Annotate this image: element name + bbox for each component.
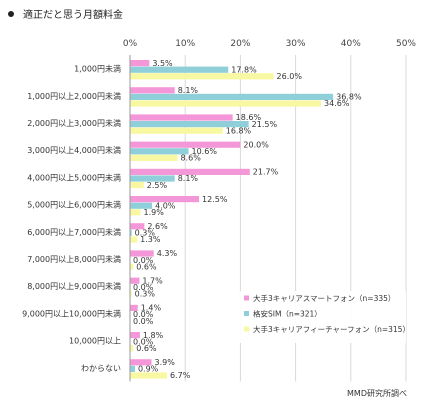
bullet-icon [8, 10, 14, 17]
category-label: 7,000円以上8,000円未満 [27, 254, 121, 264]
bar [130, 66, 229, 73]
data-label: 0.6% [136, 262, 157, 271]
bar [130, 304, 138, 311]
data-label: 8.6% [180, 154, 201, 163]
category-label: 2,000円以上3,000円未満 [27, 118, 121, 128]
data-label: 3.5% [152, 59, 173, 68]
bar [130, 168, 250, 175]
data-label: 0.6% [136, 344, 157, 353]
data-label: 0.0% [133, 310, 154, 319]
data-label: 0.3% [135, 290, 156, 299]
data-label: 4.3% [157, 249, 178, 258]
data-label: 0.0% [133, 317, 154, 326]
bar [130, 229, 132, 236]
data-label: 4.0% [155, 201, 176, 210]
legend-swatch [244, 326, 249, 332]
bar [130, 250, 154, 257]
bar [130, 236, 138, 243]
data-label: 1.7% [142, 276, 163, 285]
data-label: 34.6% [324, 99, 350, 108]
data-label: 1.8% [143, 331, 164, 340]
data-label: 1.4% [141, 304, 162, 313]
data-label: 1.3% [140, 235, 161, 244]
data-label: 21.7% [253, 168, 279, 177]
legend-box [238, 291, 406, 343]
category-label: 1,000円以上2,000円未満 [27, 91, 121, 101]
category-label: 5,000円以上6,000円未満 [27, 200, 121, 210]
bar [130, 332, 140, 339]
chart-title: 適正だと思う月額料金 [23, 10, 123, 21]
category-label: 4,000円以上5,000円未満 [27, 172, 121, 182]
x-tick-label: 50% [396, 39, 416, 49]
bar [130, 202, 153, 209]
category-label: 8,000円以上9,000円未満 [27, 281, 121, 291]
category-label: 3,000円以上4,000円未満 [27, 145, 121, 155]
data-label: 2.5% [147, 181, 168, 190]
bar [130, 127, 223, 134]
data-label: 0.9% [138, 365, 159, 374]
data-label: 20.0% [243, 140, 269, 149]
bar [130, 345, 134, 352]
bar [130, 100, 321, 107]
data-label: 16.8% [226, 126, 252, 135]
category-label: わからない [81, 364, 121, 373]
bar [130, 87, 175, 94]
legend-swatch [244, 311, 249, 316]
bar [130, 223, 145, 230]
data-label: 0.0% [133, 283, 154, 292]
data-label: 10.6% [192, 147, 218, 156]
legend-label: 大手3キャリアフィーチャーフォン（n=315） [253, 324, 410, 334]
data-label: 26.0% [277, 72, 303, 81]
bar [130, 277, 140, 284]
bar [130, 196, 199, 203]
source-note: MMD研究所調べ [347, 388, 407, 398]
data-label: 0.0% [133, 337, 154, 346]
category-label: 9,000円以上10,000円未満 [22, 308, 121, 318]
x-tick-label: 40% [341, 39, 361, 49]
category-label: 1,000円未満 [74, 64, 121, 74]
category-label: 6,000円以上7,000円未満 [27, 227, 121, 237]
data-label: 0.0% [133, 256, 154, 265]
data-label: 17.8% [231, 65, 257, 74]
bar [130, 60, 150, 67]
data-label: 8.1% [178, 86, 199, 95]
bar [130, 182, 144, 189]
bar [130, 114, 233, 121]
data-label: 12.5% [202, 195, 228, 204]
bar [130, 93, 334, 100]
bar [130, 290, 132, 297]
legend-label: 格安SIM（n=321） [253, 309, 322, 319]
data-label: 6.7% [170, 371, 191, 380]
category-label: 10,000円以上 [69, 337, 121, 346]
x-tick-label: 30% [286, 39, 306, 49]
bar [130, 121, 249, 128]
data-label: 1.9% [143, 208, 164, 217]
bar [130, 141, 241, 148]
bar [130, 175, 175, 182]
bar [130, 263, 134, 270]
bar [130, 359, 152, 366]
bar [130, 73, 274, 80]
x-tick-label: 0% [123, 39, 138, 49]
bar [130, 148, 189, 155]
data-label: 18.6% [236, 113, 262, 122]
legend-label: 大手3キャリアスマートフォン（n=335） [253, 293, 395, 303]
bar [130, 372, 167, 379]
data-label: 2.6% [147, 222, 168, 231]
data-label: 21.5% [252, 120, 278, 129]
x-tick-label: 10% [175, 39, 195, 49]
x-tick-label: 20% [230, 39, 250, 49]
data-label: 8.1% [178, 174, 199, 183]
bar [130, 365, 135, 372]
legend-swatch [244, 295, 249, 301]
chart-title-row: 適正だと思う月額料金 [8, 6, 123, 21]
bar [130, 154, 178, 161]
data-label: 3.9% [155, 358, 176, 367]
data-label: 0.3% [135, 229, 156, 238]
data-label: 36.8% [336, 93, 362, 102]
bar [130, 209, 141, 216]
